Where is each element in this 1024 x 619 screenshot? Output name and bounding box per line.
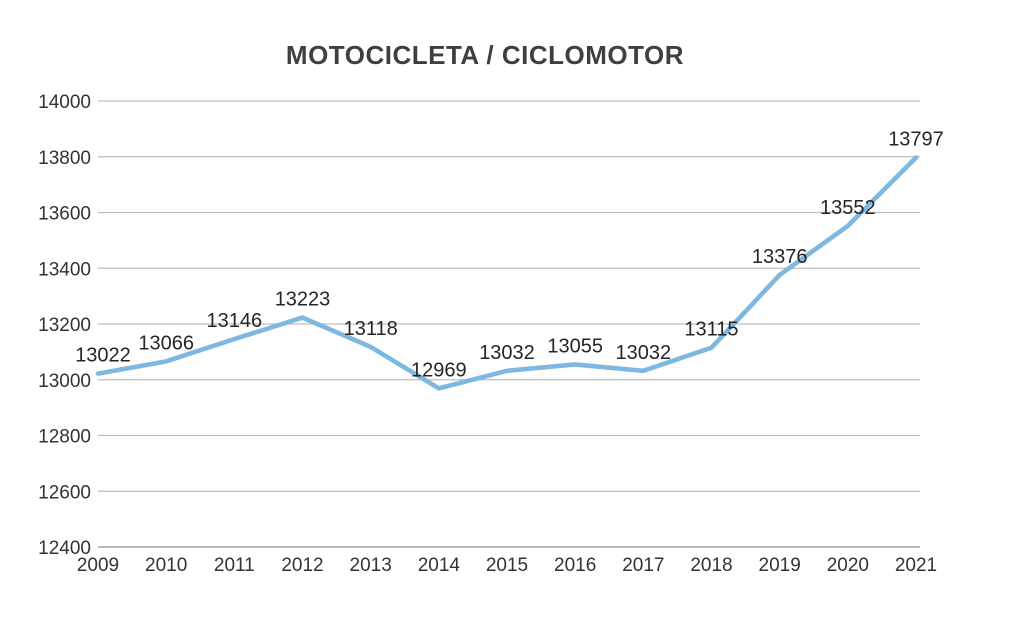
x-tick-label: 2020 <box>827 555 869 576</box>
data-point-label: 12969 <box>411 359 467 381</box>
data-point-label: 13797 <box>888 129 944 151</box>
x-tick-label: 2012 <box>281 555 323 576</box>
y-tick-label: 13400 <box>38 259 91 280</box>
data-point-label: 13223 <box>275 289 331 311</box>
x-tick-label: 2014 <box>418 555 461 576</box>
y-tick-label: 13000 <box>38 371 91 392</box>
y-tick-label: 13800 <box>38 148 91 169</box>
y-tick-label: 14000 <box>38 92 91 113</box>
x-tick-label: 2019 <box>759 555 801 576</box>
data-point-label: 13118 <box>344 318 398 340</box>
x-tick-label: 2021 <box>895 555 937 576</box>
data-point-label: 13146 <box>207 310 263 332</box>
x-tick-label: 2017 <box>622 555 664 576</box>
x-tick-label: 2011 <box>214 555 255 576</box>
y-tick-label: 12400 <box>38 538 91 559</box>
data-point-label: 13032 <box>616 342 672 364</box>
data-point-label: 13066 <box>138 332 194 354</box>
x-tick-label: 2018 <box>690 555 732 576</box>
y-tick-label: 13200 <box>38 315 91 336</box>
x-tick-label: 2015 <box>486 555 528 576</box>
data-point-label: 13022 <box>75 345 131 367</box>
y-tick-label: 12600 <box>38 482 91 503</box>
y-tick-label: 12800 <box>38 427 91 448</box>
data-point-label: 13552 <box>820 197 876 219</box>
chart-title: MOTOCICLETA / CICLOMOTOR <box>285 40 685 70</box>
x-tick-label: 2010 <box>145 555 187 576</box>
x-tick-label: 2013 <box>350 555 392 576</box>
data-point-label: 13055 <box>547 335 603 357</box>
series-line <box>95 155 919 391</box>
x-tick-label: 2009 <box>77 555 119 576</box>
x-tick-label: 2016 <box>554 555 596 576</box>
data-point-label: 13115 <box>684 319 738 341</box>
y-tick-label: 13600 <box>38 204 91 225</box>
data-point-label: 13032 <box>479 342 535 364</box>
data-point-label: 13376 <box>752 246 808 268</box>
